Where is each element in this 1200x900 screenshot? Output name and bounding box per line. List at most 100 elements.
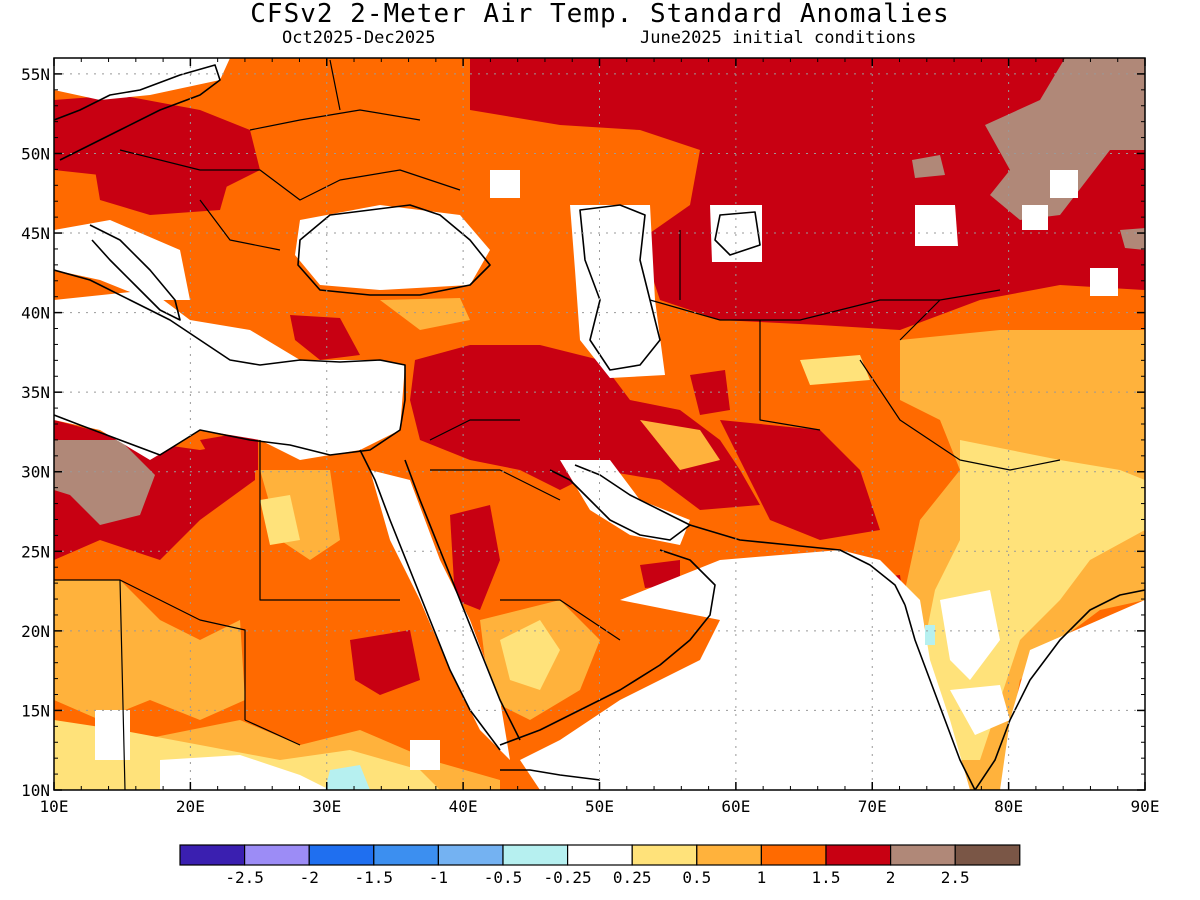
mask-black-sea	[295, 205, 490, 290]
region-algeria-brown	[54, 440, 155, 525]
region-sudan-darkred	[350, 630, 420, 695]
lon-label: 30E	[312, 797, 341, 816]
region-brown-small	[912, 155, 945, 178]
legend-swatch	[308, 844, 375, 866]
legend-swatch	[696, 844, 762, 866]
mask-red-sea	[370, 470, 510, 760]
region-sudan-lightblue	[325, 765, 370, 790]
legend-swatch	[179, 844, 246, 866]
lat-label: 55N	[21, 65, 50, 84]
lat-label: 20N	[21, 622, 50, 641]
mask-lake-north	[490, 170, 520, 198]
region-africa-lightorange-1	[54, 580, 245, 720]
legend-swatch	[566, 844, 633, 866]
region-northeast-brown	[985, 58, 1145, 220]
longitude-labels: 10E 20E 30E 40E 50E 60E 70E 80E 90E	[40, 797, 1160, 816]
legend-swatch	[954, 844, 1021, 866]
lat-label: 25N	[21, 542, 50, 561]
lon-label: 20E	[176, 797, 205, 816]
mask-persian-gulf	[560, 460, 690, 545]
coastline-red-sea-east	[404, 459, 521, 741]
region-india-lightblue	[925, 625, 935, 645]
mask-lake-east	[1022, 205, 1048, 230]
legend-swatch	[244, 844, 310, 866]
region-libya-darkred	[200, 430, 258, 475]
forecast-period: Oct2025-Dec2025	[282, 28, 436, 48]
legend-label: -2	[300, 868, 319, 887]
coastline-black-sea	[297, 204, 491, 296]
legend-swatch	[631, 844, 698, 866]
region-central-europe-darkred	[90, 140, 230, 215]
anomaly-fill-layer	[54, 58, 1145, 790]
axis-ticks	[53, 58, 1146, 791]
region-central-asia-darkred	[470, 58, 1145, 330]
lon-label: 50E	[585, 797, 614, 816]
lat-label: 10N	[21, 781, 50, 800]
legend-label: -0.25	[544, 868, 592, 887]
coastline-red-sea-west	[359, 449, 501, 751]
lat-label: 40N	[21, 304, 50, 323]
region-egypt-yellow	[260, 495, 300, 545]
legend-swatch	[825, 844, 892, 866]
legend-swatch	[437, 844, 504, 866]
legend-label: -0.5	[484, 868, 523, 887]
mask-lake-mongolia	[1050, 170, 1078, 198]
lat-label: 35N	[21, 383, 50, 402]
mask-ethiopia-white	[410, 740, 440, 770]
border-africa	[54, 440, 400, 790]
legend-label: 2.5	[941, 868, 970, 887]
map-title: CFSv2 2-Meter Air Temp. Standard Anomali…	[250, 0, 950, 29]
legend-swatch	[373, 844, 439, 866]
legend-label: 0.25	[613, 868, 652, 887]
lon-label: 60E	[721, 797, 750, 816]
legend-label: -2.5	[225, 868, 264, 887]
lon-label: 10E	[40, 797, 69, 816]
region-arabia-yellow	[500, 620, 560, 690]
coastline-india-east	[974, 589, 1145, 790]
coastline-caspian	[579, 204, 661, 371]
coastline-persian-gulf	[549, 464, 691, 541]
border-europe	[119, 59, 461, 251]
legend-swatch	[889, 844, 956, 866]
legend-swatch	[760, 844, 827, 866]
region-pakistan-darkred	[720, 420, 880, 540]
mask-chad-white	[95, 710, 130, 760]
mask-arabian-sea	[520, 550, 970, 790]
legend-label: 0.5	[682, 868, 711, 887]
color-legend	[179, 844, 1021, 866]
graticule	[54, 58, 1145, 790]
mask-africa-white	[160, 755, 330, 790]
coastline-arabia-south	[499, 549, 716, 746]
mask-italy-adriatic	[54, 220, 190, 300]
mask-baltic	[54, 58, 230, 100]
region-iran-lightorange	[640, 420, 720, 470]
legend-swatch	[502, 844, 569, 866]
lon-label: 90E	[1131, 797, 1160, 816]
mask-india-white	[940, 590, 1000, 680]
coastline-layer	[54, 59, 1145, 790]
legend-label: -1.5	[355, 868, 394, 887]
coastline-italy	[89, 224, 181, 321]
region-saudi-darkred	[450, 505, 500, 610]
border-asia	[649, 230, 1061, 471]
lat-label: 45N	[21, 224, 50, 243]
mask-mediterranean	[54, 290, 405, 460]
initial-conditions: June2025 initial conditions	[640, 28, 917, 48]
coastline-aral	[714, 211, 761, 256]
mask-lake-far-east	[1090, 268, 1118, 296]
mask-bay-of-bengal	[1000, 600, 1145, 790]
legend-label: -1	[429, 868, 448, 887]
coastline-india-west	[904, 604, 976, 790]
region-india-yellow	[925, 440, 1145, 760]
lat-label: 50N	[21, 144, 50, 163]
lon-label: 70E	[858, 797, 887, 816]
color-legend-labels: -2.5 -2 -1.5 -1 -0.5 -0.25 0.25 0.5 1 1.5 2 2.5	[225, 868, 969, 887]
coastline-europe	[54, 64, 221, 161]
legend-label: 1.5	[812, 868, 841, 887]
region-turkey-lightorange	[380, 298, 470, 330]
legend-label: 2	[886, 868, 896, 887]
lon-label: 40E	[449, 797, 478, 816]
region-mesopotamia-darkred	[410, 345, 760, 510]
coastline-iran-pakistan	[689, 524, 906, 606]
